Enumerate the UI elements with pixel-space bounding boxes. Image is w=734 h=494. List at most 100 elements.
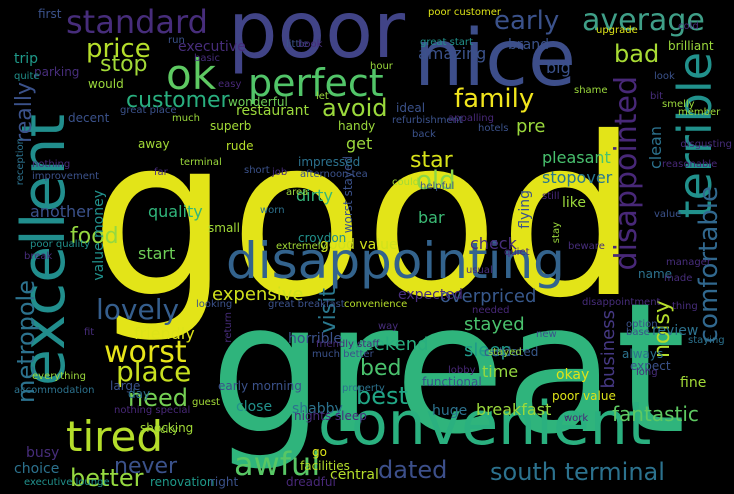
word-pleasant: pleasant xyxy=(542,148,611,167)
word-accommodation: accommodation xyxy=(14,385,95,396)
word-property: property xyxy=(342,383,385,394)
word-disappointed: disappointed xyxy=(609,76,644,271)
word-stayed: stayed xyxy=(464,314,525,335)
word-terminal: terminal xyxy=(180,157,222,168)
word-ideal: ideal xyxy=(396,101,426,115)
word-good: good xyxy=(90,90,639,346)
word-early: early xyxy=(494,6,560,36)
word-far: far xyxy=(154,167,168,178)
word-always: always xyxy=(622,347,664,361)
word-cold: cold xyxy=(678,21,699,32)
word-awful: awful xyxy=(234,445,321,483)
word-convenient: convenient xyxy=(318,389,652,459)
word-bad: bad xyxy=(614,40,660,68)
word-looking: looking xyxy=(196,299,233,310)
word-made: made xyxy=(664,273,693,284)
word-name: name xyxy=(638,267,673,281)
word-wonderful: wonderful xyxy=(228,95,288,109)
word-great: great xyxy=(210,265,686,474)
word-like: like xyxy=(562,195,587,211)
word-good-value: good value xyxy=(320,237,398,253)
word-job: job xyxy=(272,167,288,178)
word-rude: rude xyxy=(226,139,254,153)
word-back: back xyxy=(412,129,436,140)
word-needed: needed xyxy=(472,305,510,316)
word-everything: everything xyxy=(32,371,86,382)
word-renovation: renovation xyxy=(150,475,215,489)
word-lovely: lovely xyxy=(96,293,180,326)
word-executive: executive xyxy=(178,39,246,55)
word-helpful: helpful xyxy=(420,181,455,192)
word-away: away xyxy=(138,137,170,151)
word-hotels: hotels xyxy=(478,123,509,134)
word-south-terminal: south terminal xyxy=(490,458,665,486)
word-beware: beware xyxy=(568,241,605,252)
word-huge: huge xyxy=(432,403,468,419)
word-guest: guest xyxy=(192,397,220,408)
word-base: base xyxy=(626,327,650,338)
word-friendly-staff: friendly staff xyxy=(316,339,380,350)
word-extremely: extremely xyxy=(276,241,327,252)
word-sleep: sleep xyxy=(464,340,512,361)
word-value-money: value money xyxy=(91,190,107,281)
word-time: time xyxy=(482,362,519,381)
word-way: way xyxy=(378,321,399,332)
word-disappointment: disappointment xyxy=(582,297,661,308)
word-shabby: shabby xyxy=(292,401,343,417)
word-area: area xyxy=(286,187,309,198)
word-busy: busy xyxy=(26,445,60,461)
word-poor-quality: poor quality xyxy=(30,239,91,250)
word-big: big xyxy=(546,58,571,77)
word-family: family xyxy=(454,84,535,114)
word-shocking: shocking xyxy=(140,421,194,435)
word-expected: expected xyxy=(398,287,463,303)
word-poor-customer: poor customer xyxy=(428,7,501,18)
word-average: average xyxy=(582,3,705,38)
word-brand: brand xyxy=(508,37,549,53)
word-return: return xyxy=(223,312,234,343)
word-horrible: horrible xyxy=(288,331,342,347)
word-food: food xyxy=(70,224,119,249)
word-lobby: lobby xyxy=(448,365,476,376)
word-smelly: smelly xyxy=(662,99,695,110)
word-upgrade: upgrade xyxy=(596,25,638,36)
word-flying: flying xyxy=(517,190,533,229)
word-quiet: quiet xyxy=(504,247,530,258)
word-standard: standard xyxy=(66,3,208,41)
word-trip: trip xyxy=(14,51,39,67)
word-long: long xyxy=(636,367,658,378)
word-break: break xyxy=(24,251,53,262)
word-afternoon-tea: afternoon tea xyxy=(300,169,368,180)
word-reception: reception xyxy=(15,138,26,186)
word-restaurant: restaurant xyxy=(236,103,309,119)
word-quite: quite xyxy=(14,71,40,82)
word-nothing: nothing xyxy=(32,159,71,170)
word-look: look xyxy=(654,71,675,82)
word-croydon: croydon xyxy=(298,231,347,245)
word-handy: handy xyxy=(338,119,376,133)
word-dirty: dirty xyxy=(296,186,333,205)
word-decent: decent xyxy=(68,111,110,125)
word-perfect: perfect xyxy=(248,61,384,105)
word-choice: choice xyxy=(14,461,60,477)
word-fit: fit xyxy=(84,327,95,338)
word-shame: shame xyxy=(574,85,608,96)
word-need: need xyxy=(128,384,188,412)
word-value: value xyxy=(654,209,682,220)
word-manager: manager xyxy=(666,257,711,268)
word-appalling: appalling xyxy=(448,113,494,124)
word-better: better xyxy=(70,464,144,492)
word-worst: worst xyxy=(104,335,187,370)
word-disappointing: disappointing xyxy=(226,232,565,290)
word-refurbishment: refurbishment xyxy=(392,115,463,126)
word-poor: poor xyxy=(228,0,406,76)
word-review: review xyxy=(652,323,699,339)
word-let: let xyxy=(316,91,329,102)
word-facilities: facilities xyxy=(300,459,350,473)
word-much-better: much better xyxy=(312,349,374,360)
word-dreadful: dreadful xyxy=(286,475,336,489)
word-short: short xyxy=(244,165,270,176)
word-functional: functional xyxy=(422,375,482,389)
word-much: much xyxy=(172,113,200,124)
